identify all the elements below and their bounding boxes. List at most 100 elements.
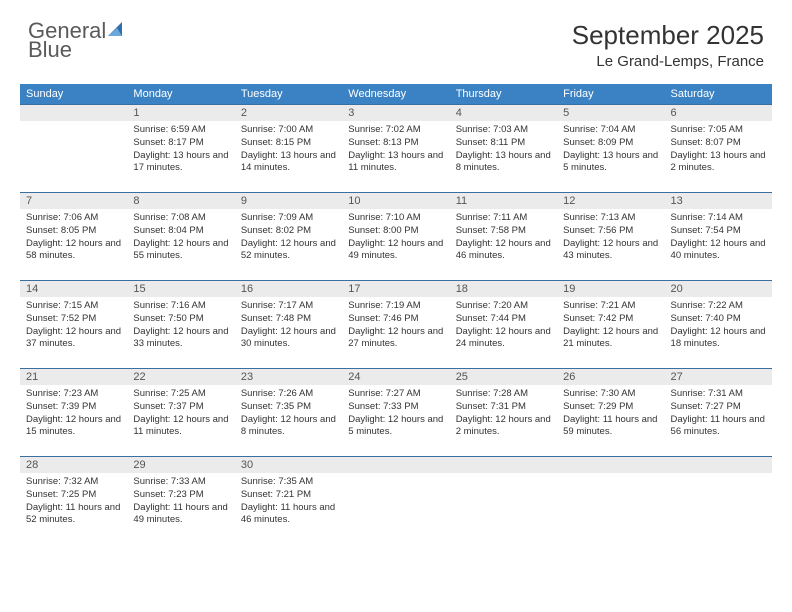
day-number: 26: [557, 369, 664, 385]
calendar-empty-cell: [665, 457, 772, 545]
weekday-header: Friday: [557, 84, 664, 105]
calendar-day-cell: 30Sunrise: 7:35 AMSunset: 7:21 PMDayligh…: [235, 457, 342, 545]
day-details: Sunrise: 7:31 AMSunset: 7:27 PMDaylight:…: [665, 385, 772, 443]
weekday-header: Thursday: [450, 84, 557, 105]
day-details: Sunrise: 7:06 AMSunset: 8:05 PMDaylight:…: [20, 209, 127, 267]
calendar-empty-cell: [342, 457, 449, 545]
brand-sail-icon: [108, 22, 128, 43]
day-number: 19: [557, 281, 664, 297]
day-number: 20: [665, 281, 772, 297]
day-number: 22: [127, 369, 234, 385]
calendar-day-cell: 6Sunrise: 7:05 AMSunset: 8:07 PMDaylight…: [665, 105, 772, 193]
day-details: Sunrise: 7:21 AMSunset: 7:42 PMDaylight:…: [557, 297, 664, 355]
calendar-day-cell: 3Sunrise: 7:02 AMSunset: 8:13 PMDaylight…: [342, 105, 449, 193]
day-number: 28: [20, 457, 127, 473]
day-details: Sunrise: 7:13 AMSunset: 7:56 PMDaylight:…: [557, 209, 664, 267]
day-details: Sunrise: 7:03 AMSunset: 8:11 PMDaylight:…: [450, 121, 557, 179]
page-header: General Blue September 2025 Le Grand-Lem…: [0, 0, 792, 78]
day-details: Sunrise: 6:59 AMSunset: 8:17 PMDaylight:…: [127, 121, 234, 179]
day-number: 24: [342, 369, 449, 385]
day-details: Sunrise: 7:27 AMSunset: 7:33 PMDaylight:…: [342, 385, 449, 443]
day-number: 11: [450, 193, 557, 209]
weekday-header: Monday: [127, 84, 234, 105]
calendar-day-cell: 2Sunrise: 7:00 AMSunset: 8:15 PMDaylight…: [235, 105, 342, 193]
calendar-day-cell: 18Sunrise: 7:20 AMSunset: 7:44 PMDayligh…: [450, 281, 557, 369]
day-details: Sunrise: 7:26 AMSunset: 7:35 PMDaylight:…: [235, 385, 342, 443]
calendar-week-row: 7Sunrise: 7:06 AMSunset: 8:05 PMDaylight…: [20, 193, 772, 281]
day-number: 14: [20, 281, 127, 297]
day-number: 13: [665, 193, 772, 209]
day-details: Sunrise: 7:16 AMSunset: 7:50 PMDaylight:…: [127, 297, 234, 355]
calendar-day-cell: 23Sunrise: 7:26 AMSunset: 7:35 PMDayligh…: [235, 369, 342, 457]
weekday-header: Saturday: [665, 84, 772, 105]
calendar-week-row: 21Sunrise: 7:23 AMSunset: 7:39 PMDayligh…: [20, 369, 772, 457]
day-number: 2: [235, 105, 342, 121]
day-number: 9: [235, 193, 342, 209]
day-details: Sunrise: 7:33 AMSunset: 7:23 PMDaylight:…: [127, 473, 234, 531]
calendar-week-row: 28Sunrise: 7:32 AMSunset: 7:25 PMDayligh…: [20, 457, 772, 545]
day-number: 30: [235, 457, 342, 473]
calendar-day-cell: 8Sunrise: 7:08 AMSunset: 8:04 PMDaylight…: [127, 193, 234, 281]
calendar-day-cell: 19Sunrise: 7:21 AMSunset: 7:42 PMDayligh…: [557, 281, 664, 369]
day-number: 27: [665, 369, 772, 385]
calendar-day-cell: 27Sunrise: 7:31 AMSunset: 7:27 PMDayligh…: [665, 369, 772, 457]
day-number: 17: [342, 281, 449, 297]
day-details: Sunrise: 7:35 AMSunset: 7:21 PMDaylight:…: [235, 473, 342, 531]
weekday-header: Wednesday: [342, 84, 449, 105]
day-details: Sunrise: 7:00 AMSunset: 8:15 PMDaylight:…: [235, 121, 342, 179]
day-number: 4: [450, 105, 557, 121]
calendar-day-cell: 15Sunrise: 7:16 AMSunset: 7:50 PMDayligh…: [127, 281, 234, 369]
day-number: 18: [450, 281, 557, 297]
calendar-day-cell: 4Sunrise: 7:03 AMSunset: 8:11 PMDaylight…: [450, 105, 557, 193]
day-number: 1: [127, 105, 234, 121]
day-details: Sunrise: 7:05 AMSunset: 8:07 PMDaylight:…: [665, 121, 772, 179]
calendar-day-cell: 17Sunrise: 7:19 AMSunset: 7:46 PMDayligh…: [342, 281, 449, 369]
calendar-day-cell: 5Sunrise: 7:04 AMSunset: 8:09 PMDaylight…: [557, 105, 664, 193]
day-details: Sunrise: 7:32 AMSunset: 7:25 PMDaylight:…: [20, 473, 127, 531]
day-details: Sunrise: 7:23 AMSunset: 7:39 PMDaylight:…: [20, 385, 127, 443]
day-details: Sunrise: 7:20 AMSunset: 7:44 PMDaylight:…: [450, 297, 557, 355]
day-details: Sunrise: 7:22 AMSunset: 7:40 PMDaylight:…: [665, 297, 772, 355]
day-details: Sunrise: 7:25 AMSunset: 7:37 PMDaylight:…: [127, 385, 234, 443]
day-number: 21: [20, 369, 127, 385]
calendar-day-cell: 29Sunrise: 7:33 AMSunset: 7:23 PMDayligh…: [127, 457, 234, 545]
calendar-day-cell: 20Sunrise: 7:22 AMSunset: 7:40 PMDayligh…: [665, 281, 772, 369]
day-details: Sunrise: 7:02 AMSunset: 8:13 PMDaylight:…: [342, 121, 449, 179]
day-details: Sunrise: 7:08 AMSunset: 8:04 PMDaylight:…: [127, 209, 234, 267]
calendar-day-cell: 16Sunrise: 7:17 AMSunset: 7:48 PMDayligh…: [235, 281, 342, 369]
day-details: Sunrise: 7:19 AMSunset: 7:46 PMDaylight:…: [342, 297, 449, 355]
day-details: Sunrise: 7:09 AMSunset: 8:02 PMDaylight:…: [235, 209, 342, 267]
day-details: Sunrise: 7:10 AMSunset: 8:00 PMDaylight:…: [342, 209, 449, 267]
title-block: September 2025 Le Grand-Lemps, France: [572, 20, 764, 70]
day-details: Sunrise: 7:14 AMSunset: 7:54 PMDaylight:…: [665, 209, 772, 267]
calendar-day-cell: 12Sunrise: 7:13 AMSunset: 7:56 PMDayligh…: [557, 193, 664, 281]
day-number: 15: [127, 281, 234, 297]
day-number: 10: [342, 193, 449, 209]
day-number: 25: [450, 369, 557, 385]
calendar-day-cell: 21Sunrise: 7:23 AMSunset: 7:39 PMDayligh…: [20, 369, 127, 457]
location-label: Le Grand-Lemps, France: [572, 53, 764, 70]
day-details: Sunrise: 7:28 AMSunset: 7:31 PMDaylight:…: [450, 385, 557, 443]
day-details: Sunrise: 7:30 AMSunset: 7:29 PMDaylight:…: [557, 385, 664, 443]
day-number: 8: [127, 193, 234, 209]
day-number: 23: [235, 369, 342, 385]
day-number: 6: [665, 105, 772, 121]
day-number: 16: [235, 281, 342, 297]
calendar-table: SundayMondayTuesdayWednesdayThursdayFrid…: [20, 84, 772, 545]
calendar-day-cell: 9Sunrise: 7:09 AMSunset: 8:02 PMDaylight…: [235, 193, 342, 281]
day-number: 7: [20, 193, 127, 209]
calendar-day-cell: 14Sunrise: 7:15 AMSunset: 7:52 PMDayligh…: [20, 281, 127, 369]
calendar-empty-cell: [20, 105, 127, 193]
day-details: Sunrise: 7:11 AMSunset: 7:58 PMDaylight:…: [450, 209, 557, 267]
calendar-day-cell: 24Sunrise: 7:27 AMSunset: 7:33 PMDayligh…: [342, 369, 449, 457]
calendar-day-cell: 26Sunrise: 7:30 AMSunset: 7:29 PMDayligh…: [557, 369, 664, 457]
calendar-empty-cell: [450, 457, 557, 545]
day-number: 3: [342, 105, 449, 121]
calendar-week-row: 14Sunrise: 7:15 AMSunset: 7:52 PMDayligh…: [20, 281, 772, 369]
day-details: Sunrise: 7:15 AMSunset: 7:52 PMDaylight:…: [20, 297, 127, 355]
month-title: September 2025: [572, 20, 764, 51]
calendar-day-cell: 28Sunrise: 7:32 AMSunset: 7:25 PMDayligh…: [20, 457, 127, 545]
calendar-header-row: SundayMondayTuesdayWednesdayThursdayFrid…: [20, 84, 772, 105]
day-number: 5: [557, 105, 664, 121]
weekday-header: Sunday: [20, 84, 127, 105]
